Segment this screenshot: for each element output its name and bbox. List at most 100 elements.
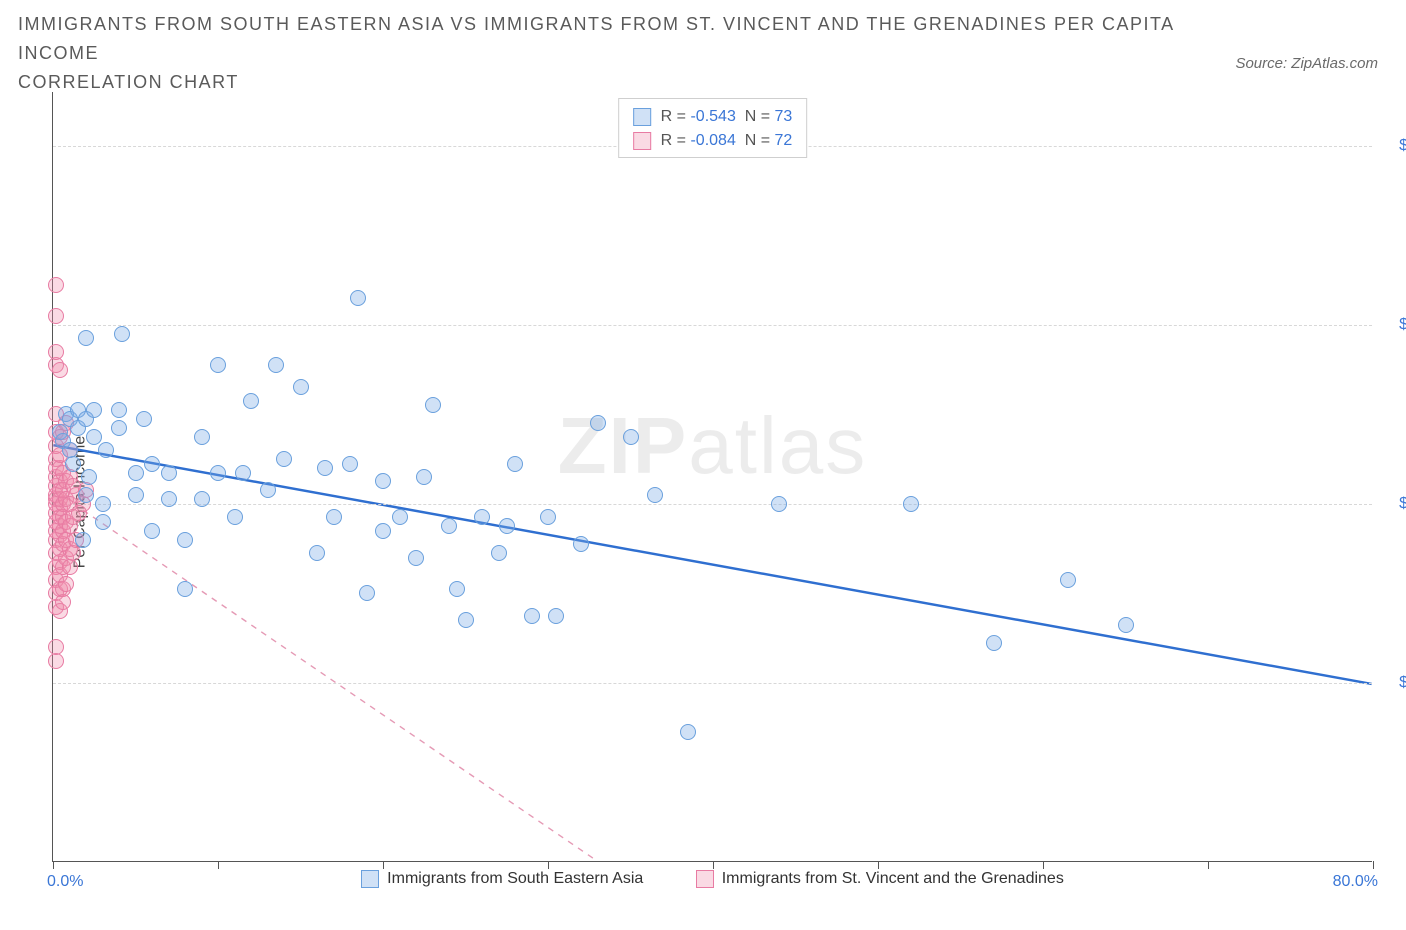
data-point: [48, 277, 64, 293]
data-point: [1060, 572, 1076, 588]
y-tick-label: $20,000: [1377, 674, 1406, 692]
data-point: [52, 362, 68, 378]
watermark-bold: ZIP: [558, 401, 688, 490]
x-tick: [1208, 861, 1209, 869]
data-point: [268, 357, 284, 373]
data-point: [136, 411, 152, 427]
x-axis-end-label: 80.0%: [1333, 873, 1378, 891]
trend-line: [53, 490, 597, 861]
data-point: [95, 496, 111, 512]
x-tick: [53, 861, 54, 869]
watermark-thin: atlas: [688, 401, 867, 490]
data-point: [293, 379, 309, 395]
gridline: [53, 504, 1372, 505]
data-point: [548, 608, 564, 624]
data-point: [48, 344, 64, 360]
data-point: [210, 465, 226, 481]
legend-swatch-blue: [633, 108, 651, 126]
data-point: [499, 518, 515, 534]
scatter-plot-area: ZIPatlas R = -0.543 N = 73 R = -0.084 N …: [52, 92, 1372, 862]
x-tick: [1373, 861, 1374, 869]
y-tick-label: $40,000: [1377, 495, 1406, 513]
data-point: [309, 545, 325, 561]
data-point: [392, 509, 408, 525]
data-point: [590, 415, 606, 431]
data-point: [194, 491, 210, 507]
y-tick-label: $60,000: [1377, 316, 1406, 334]
data-point: [408, 550, 424, 566]
data-point: [326, 509, 342, 525]
data-point: [111, 420, 127, 436]
chart-title-block: IMMIGRANTS FROM SOUTH EASTERN ASIA VS IM…: [18, 10, 1206, 96]
watermark: ZIPatlas: [558, 400, 867, 492]
data-point: [194, 429, 210, 445]
legend-label-1: Immigrants from South Eastern Asia: [387, 870, 643, 888]
data-point: [771, 496, 787, 512]
x-tick: [383, 861, 384, 869]
data-point: [86, 402, 102, 418]
gridline: [53, 325, 1372, 326]
data-point: [573, 536, 589, 552]
data-point: [1118, 617, 1134, 633]
data-point: [48, 639, 64, 655]
n-value-2: 72: [775, 132, 793, 149]
data-point: [375, 523, 391, 539]
correlation-legend: R = -0.543 N = 73 R = -0.084 N = 72: [618, 98, 808, 158]
data-point: [524, 608, 540, 624]
data-point: [75, 532, 91, 548]
data-point: [425, 397, 441, 413]
x-axis-start-label: 0.0%: [47, 873, 83, 891]
data-point: [235, 465, 251, 481]
data-point: [507, 456, 523, 472]
legend-swatch-pink: [633, 132, 651, 150]
legend-item-2: Immigrants from St. Vincent and the Gren…: [696, 870, 1064, 888]
data-point: [986, 635, 1002, 651]
data-point: [680, 724, 696, 740]
y-tick-label: $80,000: [1377, 137, 1406, 155]
x-tick: [878, 861, 879, 869]
data-point: [441, 518, 457, 534]
data-point: [375, 473, 391, 489]
data-point: [474, 509, 490, 525]
data-point: [111, 402, 127, 418]
data-point: [540, 509, 556, 525]
x-tick: [218, 861, 219, 869]
data-point: [177, 532, 193, 548]
data-point: [416, 469, 432, 485]
legend-row-1: R = -0.543 N = 73: [633, 105, 793, 129]
x-tick: [1043, 861, 1044, 869]
data-point: [449, 581, 465, 597]
data-point: [95, 514, 111, 530]
data-point: [227, 509, 243, 525]
source-attribution: Source: ZipAtlas.com: [1235, 55, 1378, 72]
data-point: [458, 612, 474, 628]
data-point: [81, 469, 97, 485]
data-point: [65, 545, 81, 561]
data-point: [491, 545, 507, 561]
data-point: [144, 456, 160, 472]
legend-label-2: Immigrants from St. Vincent and the Gren…: [722, 870, 1064, 888]
r-value-2: -0.084: [690, 132, 735, 149]
data-point: [128, 487, 144, 503]
legend-row-2: R = -0.084 N = 72: [633, 129, 793, 153]
title-line-1: IMMIGRANTS FROM SOUTH EASTERN ASIA VS IM…: [18, 10, 1206, 68]
data-point: [342, 456, 358, 472]
data-point: [62, 559, 78, 575]
data-point: [58, 576, 74, 592]
data-point: [623, 429, 639, 445]
data-point: [48, 308, 64, 324]
data-point: [903, 496, 919, 512]
data-point: [350, 290, 366, 306]
data-point: [78, 487, 94, 503]
data-point: [647, 487, 663, 503]
r-value-1: -0.543: [690, 108, 735, 125]
data-point: [177, 581, 193, 597]
n-value-1: 73: [775, 108, 793, 125]
data-point: [161, 491, 177, 507]
legend-item-1: Immigrants from South Eastern Asia: [361, 870, 643, 888]
data-point: [243, 393, 259, 409]
plot-wrapper: Per Capita Income ZIPatlas R = -0.543 N …: [18, 92, 1388, 912]
x-tick: [548, 861, 549, 869]
data-point: [276, 451, 292, 467]
data-point: [128, 465, 144, 481]
